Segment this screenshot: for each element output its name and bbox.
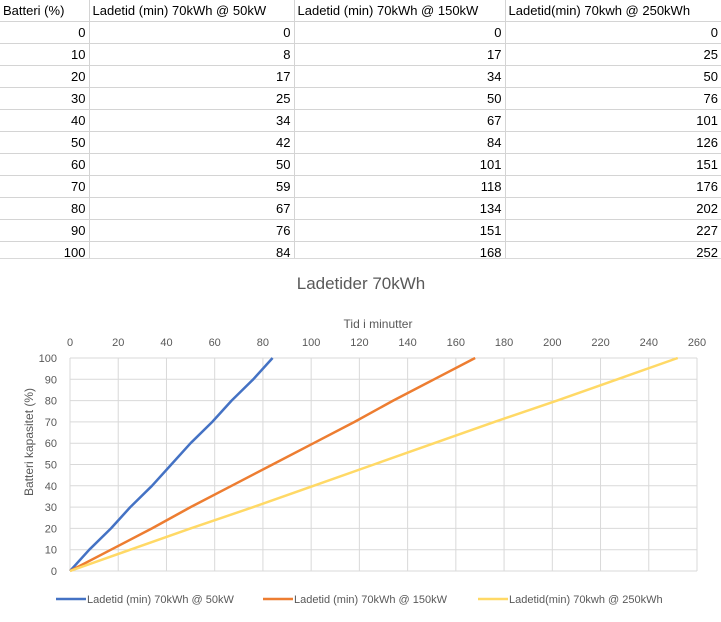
table-cell[interactable]: 59 bbox=[89, 175, 295, 198]
x-tick-label: 0 bbox=[67, 337, 73, 349]
table-cell[interactable]: 151 bbox=[505, 153, 721, 176]
table-cell[interactable]: 50 bbox=[505, 65, 721, 88]
x-tick-label: 20 bbox=[112, 337, 124, 349]
table-cell[interactable]: 50 bbox=[89, 153, 295, 176]
y-tick-label: 40 bbox=[45, 481, 57, 493]
x-tick-label: 200 bbox=[543, 337, 561, 349]
y-axis-title: Batteri kapasitet (%) bbox=[22, 388, 36, 496]
x-tick-label: 220 bbox=[591, 337, 609, 349]
data-table: Batteri (%) Ladetid (min) 70kWh @ 50kW L… bbox=[0, 0, 721, 264]
x-tick-label: 40 bbox=[160, 337, 172, 349]
x-tick-label: 120 bbox=[350, 337, 368, 349]
x-tick-label: 80 bbox=[257, 337, 269, 349]
table-cell[interactable]: 84 bbox=[294, 131, 506, 154]
y-tick-label: 90 bbox=[45, 374, 57, 386]
column-header-battery[interactable]: Batteri (%) bbox=[0, 0, 90, 22]
table-cell[interactable]: 40 bbox=[0, 109, 90, 132]
table-cell[interactable]: 0 bbox=[505, 21, 721, 44]
legend-label[interactable]: Ladetid(min) 70kwh @ 250kWh bbox=[509, 594, 663, 606]
table-cell[interactable]: 176 bbox=[505, 175, 721, 198]
table-cell[interactable]: 50 bbox=[294, 87, 506, 110]
column-header-250kw[interactable]: Ladetid(min) 70kwh @ 250kWh bbox=[505, 0, 721, 22]
table-cell[interactable]: 76 bbox=[505, 87, 721, 110]
table-cell[interactable]: 0 bbox=[89, 21, 295, 44]
table-row: 40 34 67 101 bbox=[0, 109, 721, 132]
table-cell[interactable]: 80 bbox=[0, 197, 90, 220]
table-cell[interactable]: 76 bbox=[89, 219, 295, 242]
x-tick-label: 100 bbox=[302, 337, 320, 349]
table-cell[interactable]: 70 bbox=[0, 175, 90, 198]
x-tick-label: 160 bbox=[447, 337, 465, 349]
y-tick-label: 70 bbox=[45, 417, 57, 429]
chart-title: Ladetider 70kWh bbox=[297, 274, 426, 293]
table-cell[interactable]: 90 bbox=[0, 219, 90, 242]
table-row: 20 17 34 50 bbox=[0, 65, 721, 88]
legend-label[interactable]: Ladetid (min) 70kWh @ 50kW bbox=[87, 594, 235, 606]
table-cell[interactable]: 34 bbox=[294, 65, 506, 88]
series-line-3[interactable] bbox=[69, 356, 679, 573]
line-chart: Ladetider 70kWh Tid i minutter Batteri k… bbox=[22, 274, 706, 606]
table-row: 90 76 151 227 bbox=[0, 219, 721, 242]
table-cell[interactable]: 10 bbox=[0, 43, 90, 66]
table-row: 70 59 118 176 bbox=[0, 175, 721, 198]
series-line-1[interactable] bbox=[69, 357, 274, 572]
chart-area[interactable]: Ladetider 70kWh Tid i minutter Batteri k… bbox=[0, 258, 721, 622]
table-cell[interactable]: 67 bbox=[294, 109, 506, 132]
table-cell[interactable]: 30 bbox=[0, 87, 90, 110]
legend-label[interactable]: Ladetid (min) 70kWh @ 150kW bbox=[294, 594, 448, 606]
y-tick-label: 0 bbox=[51, 566, 57, 578]
table-cell[interactable]: 134 bbox=[294, 197, 506, 220]
table-cell[interactable]: 67 bbox=[89, 197, 295, 220]
table-cell[interactable]: 50 bbox=[0, 131, 90, 154]
y-tick-label: 10 bbox=[45, 545, 57, 557]
y-tick-label: 50 bbox=[45, 460, 57, 472]
table-cell[interactable]: 101 bbox=[294, 153, 506, 176]
table-row: 10 8 17 25 bbox=[0, 43, 721, 66]
table-cell[interactable]: 227 bbox=[505, 219, 721, 242]
table-cell[interactable]: 101 bbox=[505, 109, 721, 132]
table-cell[interactable]: 25 bbox=[505, 43, 721, 66]
table-cell[interactable]: 17 bbox=[294, 43, 506, 66]
table-cell[interactable]: 60 bbox=[0, 153, 90, 176]
x-tick-label: 260 bbox=[688, 337, 706, 349]
table-row: 30 25 50 76 bbox=[0, 87, 721, 110]
table-cell[interactable]: 34 bbox=[89, 109, 295, 132]
table-cell[interactable]: 118 bbox=[294, 175, 506, 198]
table-cell[interactable]: 8 bbox=[89, 43, 295, 66]
x-axis-title: Tid i minutter bbox=[344, 317, 413, 331]
x-tick-label: 240 bbox=[640, 337, 658, 349]
table-cell[interactable]: 42 bbox=[89, 131, 295, 154]
table-row: 50 42 84 126 bbox=[0, 131, 721, 154]
x-tick-label: 60 bbox=[209, 337, 221, 349]
table-cell[interactable]: 0 bbox=[0, 21, 90, 44]
y-tick-label: 30 bbox=[45, 502, 57, 514]
y-tick-label: 60 bbox=[45, 438, 57, 450]
series-line-2[interactable] bbox=[69, 356, 476, 573]
column-header-150kw[interactable]: Ladetid (min) 70kWh @ 150kW bbox=[294, 0, 506, 22]
table-cell[interactable]: 25 bbox=[89, 87, 295, 110]
y-tick-label: 20 bbox=[45, 523, 57, 535]
table-cell[interactable]: 202 bbox=[505, 197, 721, 220]
table-cell[interactable]: 17 bbox=[89, 65, 295, 88]
x-tick-label: 140 bbox=[398, 337, 416, 349]
table-cell[interactable]: 151 bbox=[294, 219, 506, 242]
table-cell[interactable]: 0 bbox=[294, 21, 506, 44]
table-row: 80 67 134 202 bbox=[0, 197, 721, 220]
table-cell[interactable]: 20 bbox=[0, 65, 90, 88]
column-header-50kw[interactable]: Ladetid (min) 70kWh @ 50kW bbox=[89, 0, 295, 22]
x-tick-label: 180 bbox=[495, 337, 513, 349]
table-header-row: Batteri (%) Ladetid (min) 70kWh @ 50kW L… bbox=[0, 0, 721, 22]
y-tick-label: 100 bbox=[39, 353, 57, 365]
y-tick-label: 80 bbox=[45, 396, 57, 408]
table-row: 60 50 101 151 bbox=[0, 153, 721, 176]
table-cell[interactable]: 126 bbox=[505, 131, 721, 154]
